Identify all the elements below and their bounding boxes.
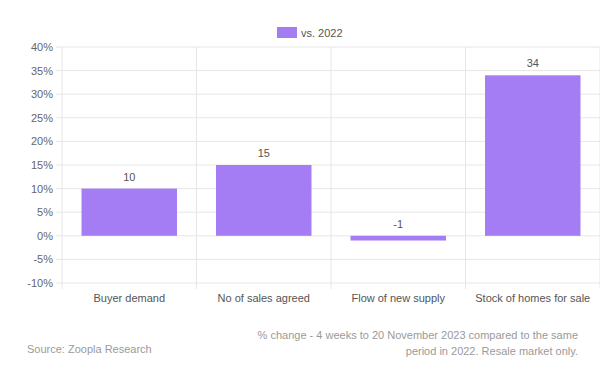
legend-swatch <box>277 27 297 38</box>
grid-line-vertical <box>331 47 332 289</box>
category-label: Buyer demand <box>93 292 165 304</box>
tick-mark <box>56 188 62 189</box>
category-label: No of sales agreed <box>218 292 310 304</box>
tick-mark <box>56 165 62 166</box>
tick-label: 5% <box>37 206 53 218</box>
category-label: Stock of homes for sale <box>475 292 590 304</box>
tick-label: 15% <box>31 159 53 171</box>
grid-line-vertical <box>62 47 63 289</box>
tick-label: 25% <box>31 112 53 124</box>
grid-line-vertical <box>465 47 466 289</box>
bars <box>82 75 581 240</box>
source: Source: Zoopla Research <box>27 343 152 355</box>
tick-label: -5% <box>33 253 53 265</box>
tick-label: -10% <box>27 277 53 289</box>
data-label: 34 <box>527 57 539 69</box>
grid-line-vertical <box>196 47 197 289</box>
tick-mark <box>56 283 62 284</box>
tick-label: 20% <box>31 135 53 147</box>
legend-label: vs. 2022 <box>301 27 343 39</box>
tick-mark <box>56 141 62 142</box>
tick-mark <box>56 212 62 213</box>
tick-mark <box>56 117 62 118</box>
data-label: 10 <box>123 171 135 183</box>
tick-label: 0% <box>37 230 53 242</box>
tick-label: 10% <box>31 183 53 195</box>
category-label: Flow of new supply <box>351 292 445 304</box>
data-label: 15 <box>258 147 270 159</box>
tick-mark <box>56 70 62 71</box>
tick-mark <box>56 94 62 95</box>
bar <box>485 75 580 235</box>
tick-mark <box>56 235 62 236</box>
legend: vs. 2022 <box>277 27 343 39</box>
tick-label: 35% <box>31 65 53 77</box>
grid <box>56 47 600 289</box>
tick-label: 40% <box>31 41 53 53</box>
tick-label: 30% <box>31 88 53 100</box>
bar <box>216 165 311 236</box>
tick-mark <box>56 259 62 260</box>
data-labels: 10 15 -1 34 <box>123 57 539 229</box>
data-label: -1 <box>393 218 403 230</box>
bar <box>82 189 177 236</box>
bar <box>351 236 446 241</box>
tick-mark <box>56 47 62 48</box>
footnote: % change - 4 weeks to 20 November 2023 c… <box>238 327 578 359</box>
